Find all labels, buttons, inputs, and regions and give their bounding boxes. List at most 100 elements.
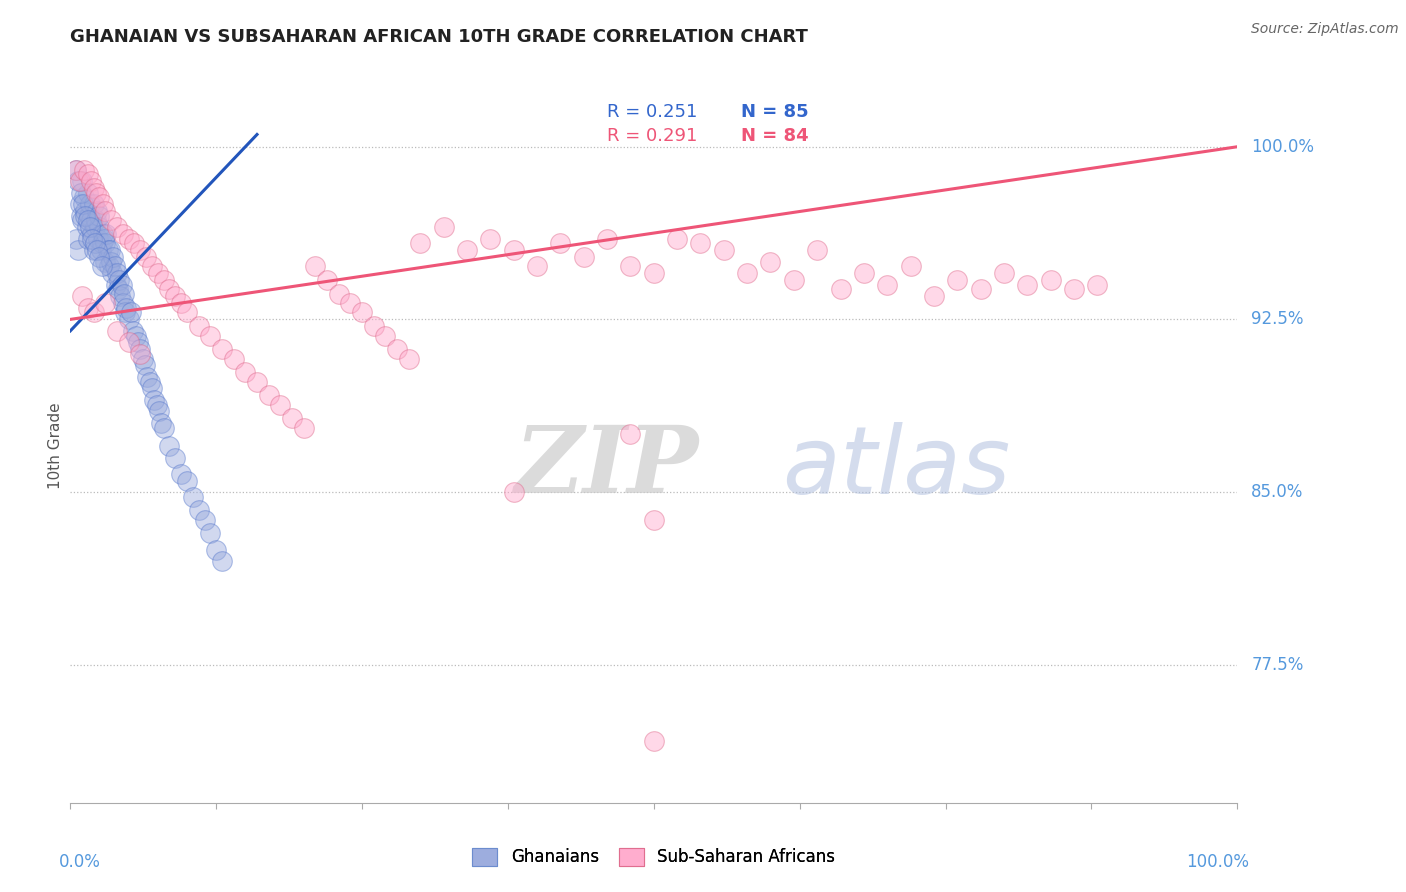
Point (146, 266, 169, 280)
Point (111, 277, 134, 292)
Point (205, 542, 228, 557)
Point (89, 190, 111, 204)
Point (75, 204, 97, 219)
Point (1085, 277, 1108, 292)
Point (129, 347, 152, 361)
Point (104, 260, 127, 274)
Point (129, 343, 152, 357)
Point (316, 273, 339, 287)
Point (108, 273, 131, 287)
Text: atlas: atlas (782, 422, 1011, 513)
Point (112, 287, 135, 301)
Point (118, 312, 141, 326)
Point (118, 232, 141, 246)
Point (76, 213, 98, 227)
Point (100, 255, 122, 269)
Point (91, 197, 114, 211)
Point (159, 439, 181, 453)
Point (76, 220, 98, 235)
Point (83, 305, 105, 319)
Point (111, 227, 134, 242)
Point (84, 186, 107, 200)
Point (131, 351, 153, 366)
Point (114, 305, 136, 319)
Point (107, 283, 129, 297)
Point (87, 232, 110, 246)
Point (643, 513, 665, 527)
Point (200, 328, 222, 343)
Y-axis label: 10th Grade: 10th Grade (48, 402, 63, 490)
Point (83, 197, 105, 211)
Point (82, 232, 104, 246)
Point (374, 328, 396, 343)
Point (852, 266, 875, 280)
Point (170, 467, 193, 481)
Point (103, 250, 125, 264)
Point (292, 420, 315, 434)
Point (502, 485, 524, 500)
Point (409, 236, 432, 251)
Point (165, 450, 187, 465)
Point (73, 190, 96, 204)
Point (124, 236, 146, 251)
Point (138, 375, 160, 389)
Point (433, 220, 456, 235)
Point (233, 365, 256, 379)
Point (502, 244, 524, 258)
Point (89, 220, 111, 235)
Point (94, 255, 117, 269)
Point (200, 526, 222, 541)
Point (94, 204, 117, 219)
Point (76, 167, 98, 181)
Point (783, 273, 806, 287)
Point (830, 283, 852, 297)
Point (90, 244, 112, 258)
Point (115, 301, 138, 315)
Text: R = 0.291: R = 0.291 (607, 127, 697, 145)
Point (105, 266, 128, 280)
Text: 100.0%: 100.0% (1251, 137, 1315, 156)
Point (526, 260, 548, 274)
Point (65, 162, 87, 177)
Point (120, 305, 142, 319)
Point (246, 375, 269, 389)
Point (90, 260, 112, 274)
Point (83, 220, 105, 235)
Point (572, 250, 595, 264)
Point (398, 351, 420, 366)
Point (105, 324, 128, 338)
Point (759, 255, 782, 269)
Point (76, 301, 98, 315)
Point (65, 232, 87, 246)
Legend: Ghanaians, Sub-Saharan Africans: Ghanaians, Sub-Saharan Africans (465, 841, 842, 873)
Point (385, 343, 408, 357)
Point (152, 273, 174, 287)
Point (77, 209, 100, 223)
Point (339, 296, 361, 310)
Point (76, 232, 98, 246)
Point (1017, 277, 1039, 292)
Point (100, 213, 122, 227)
Point (900, 260, 922, 274)
Point (363, 319, 385, 334)
Point (67, 244, 90, 258)
Point (876, 277, 898, 292)
Point (666, 232, 689, 246)
Point (159, 283, 181, 297)
Point (67, 174, 90, 188)
Point (550, 236, 572, 251)
Point (145, 398, 167, 412)
Text: R = 0.251: R = 0.251 (607, 103, 697, 121)
Point (94, 236, 117, 251)
Point (79, 220, 101, 235)
Point (187, 319, 209, 334)
Point (304, 260, 326, 274)
Point (76, 186, 98, 200)
Point (127, 335, 149, 350)
Point (96, 227, 118, 242)
Point (211, 554, 233, 568)
Point (69, 197, 91, 211)
Point (93, 232, 115, 246)
Point (89, 250, 111, 264)
Point (170, 296, 193, 310)
